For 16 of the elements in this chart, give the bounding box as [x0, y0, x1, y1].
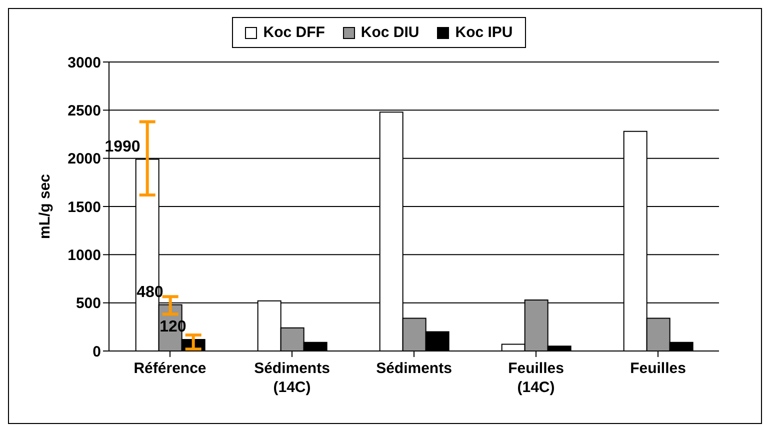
x-tick-label: Sédiments — [376, 360, 452, 377]
y-tick-label: 500 — [76, 295, 101, 312]
y-tick-label: 1500 — [68, 198, 101, 216]
y-tick-label: 2000 — [68, 150, 101, 168]
x-tick-label: Feuilles (14C) — [508, 360, 564, 396]
y-tick-label: 0 — [92, 343, 101, 360]
y-tick-label: 3000 — [68, 54, 101, 72]
legend-label: Koc IPU — [454, 24, 513, 41]
legend-label: Koc DIU — [360, 24, 420, 41]
x-tick-label: Sédiments (14C) — [254, 360, 330, 396]
y-axis-title: mL/g sec — [36, 174, 54, 240]
y-tick-label: 1000 — [68, 246, 101, 264]
legend-label: Koc DFF — [262, 24, 325, 41]
y-tick-label: 2500 — [68, 102, 101, 120]
x-tick-label: Référence — [134, 360, 206, 377]
x-tick-label: Feuilles — [630, 360, 686, 377]
